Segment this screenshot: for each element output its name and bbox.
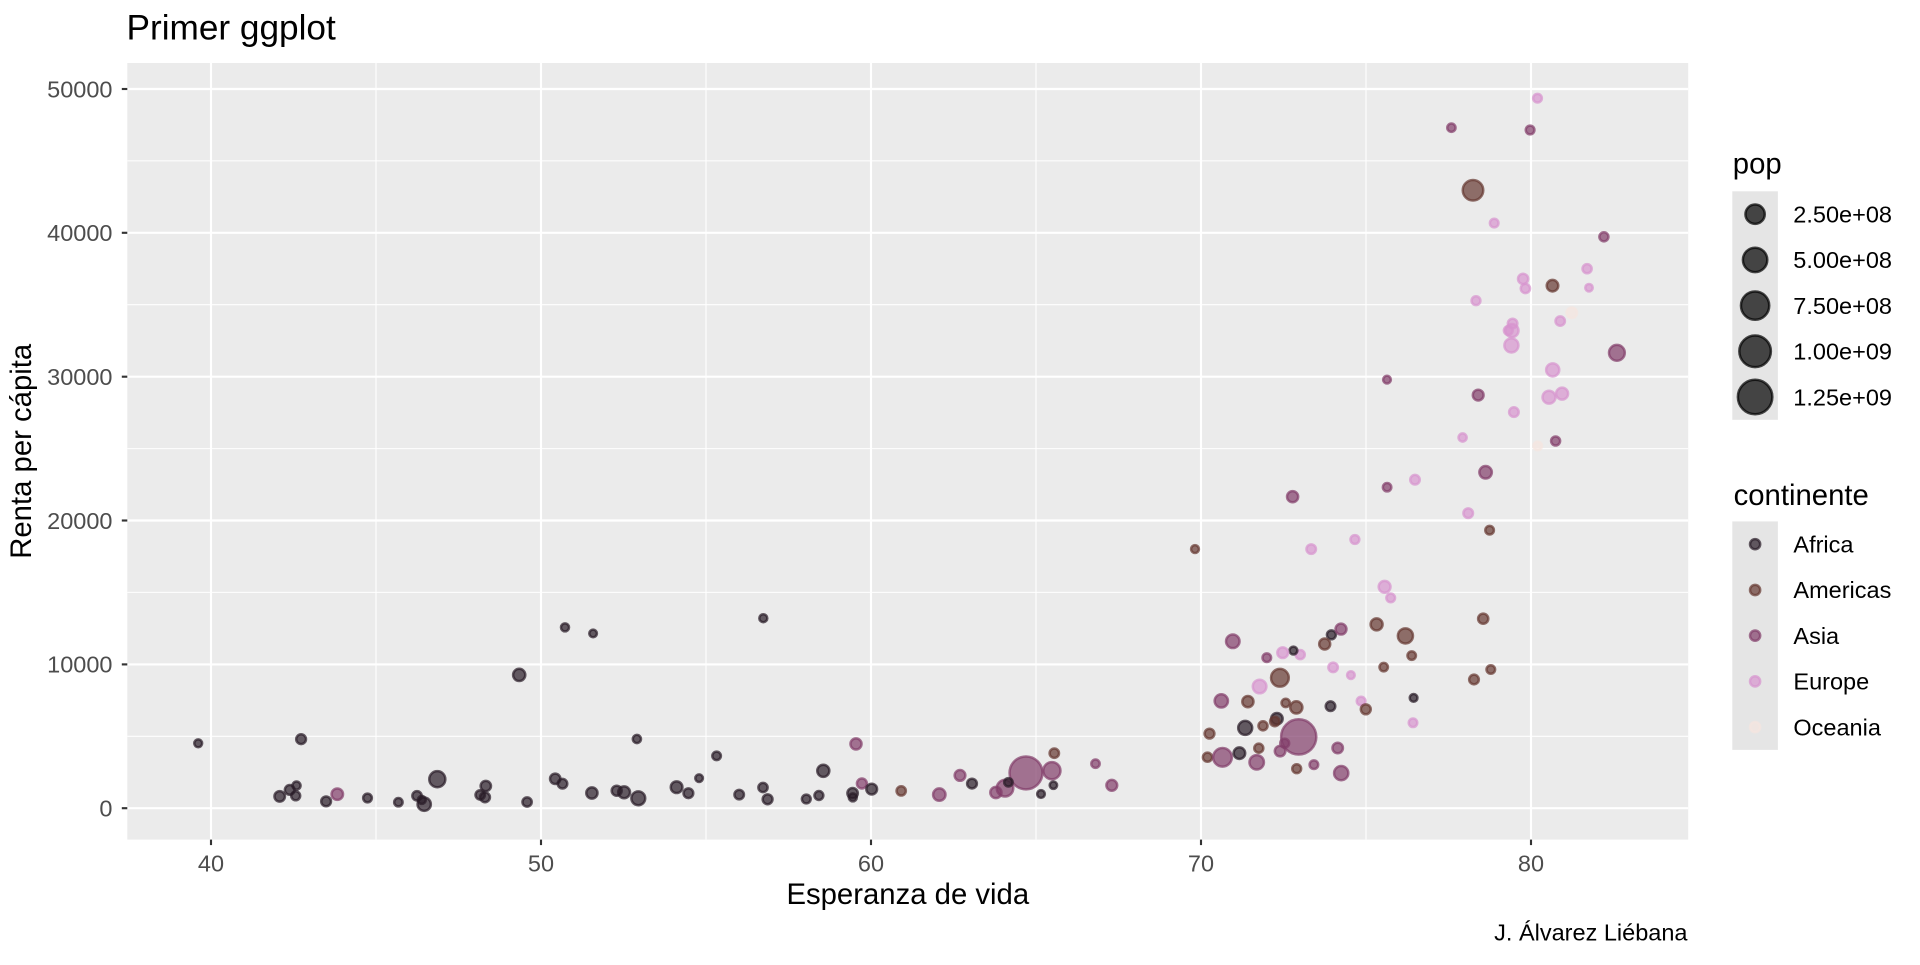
svg-text:70: 70 — [1188, 851, 1214, 877]
svg-text:1.00e+09: 1.00e+09 — [1793, 339, 1892, 365]
svg-text:Americas: Americas — [1793, 577, 1891, 603]
svg-text:Oceania: Oceania — [1793, 714, 1881, 740]
svg-text:Primer ggplot: Primer ggplot — [127, 8, 336, 47]
svg-text:80: 80 — [1518, 851, 1544, 877]
svg-text:Asia: Asia — [1793, 623, 1840, 649]
svg-text:pop: pop — [1733, 148, 1782, 181]
svg-text:Renta per cápita: Renta per cápita — [5, 343, 38, 559]
svg-text:continente: continente — [1734, 479, 1869, 512]
svg-text:40: 40 — [198, 851, 224, 877]
svg-text:40000: 40000 — [47, 220, 112, 246]
svg-text:30000: 30000 — [47, 364, 112, 390]
svg-text:Esperanza de vida: Esperanza de vida — [786, 878, 1029, 911]
svg-text:1.25e+09: 1.25e+09 — [1793, 384, 1892, 410]
svg-text:2.50e+08: 2.50e+08 — [1793, 202, 1892, 228]
svg-text:10000: 10000 — [47, 652, 112, 678]
svg-text:50: 50 — [528, 851, 554, 877]
svg-text:J. Álvarez Liébana: J. Álvarez Liébana — [1494, 920, 1688, 946]
svg-text:Africa: Africa — [1793, 532, 1854, 558]
svg-text:20000: 20000 — [47, 508, 112, 534]
svg-text:60: 60 — [858, 851, 884, 877]
svg-text:7.50e+08: 7.50e+08 — [1793, 293, 1892, 319]
svg-text:50000: 50000 — [47, 76, 112, 102]
svg-text:Europe: Europe — [1793, 669, 1869, 695]
svg-text:5.00e+08: 5.00e+08 — [1793, 247, 1892, 273]
svg-text:0: 0 — [99, 796, 112, 822]
